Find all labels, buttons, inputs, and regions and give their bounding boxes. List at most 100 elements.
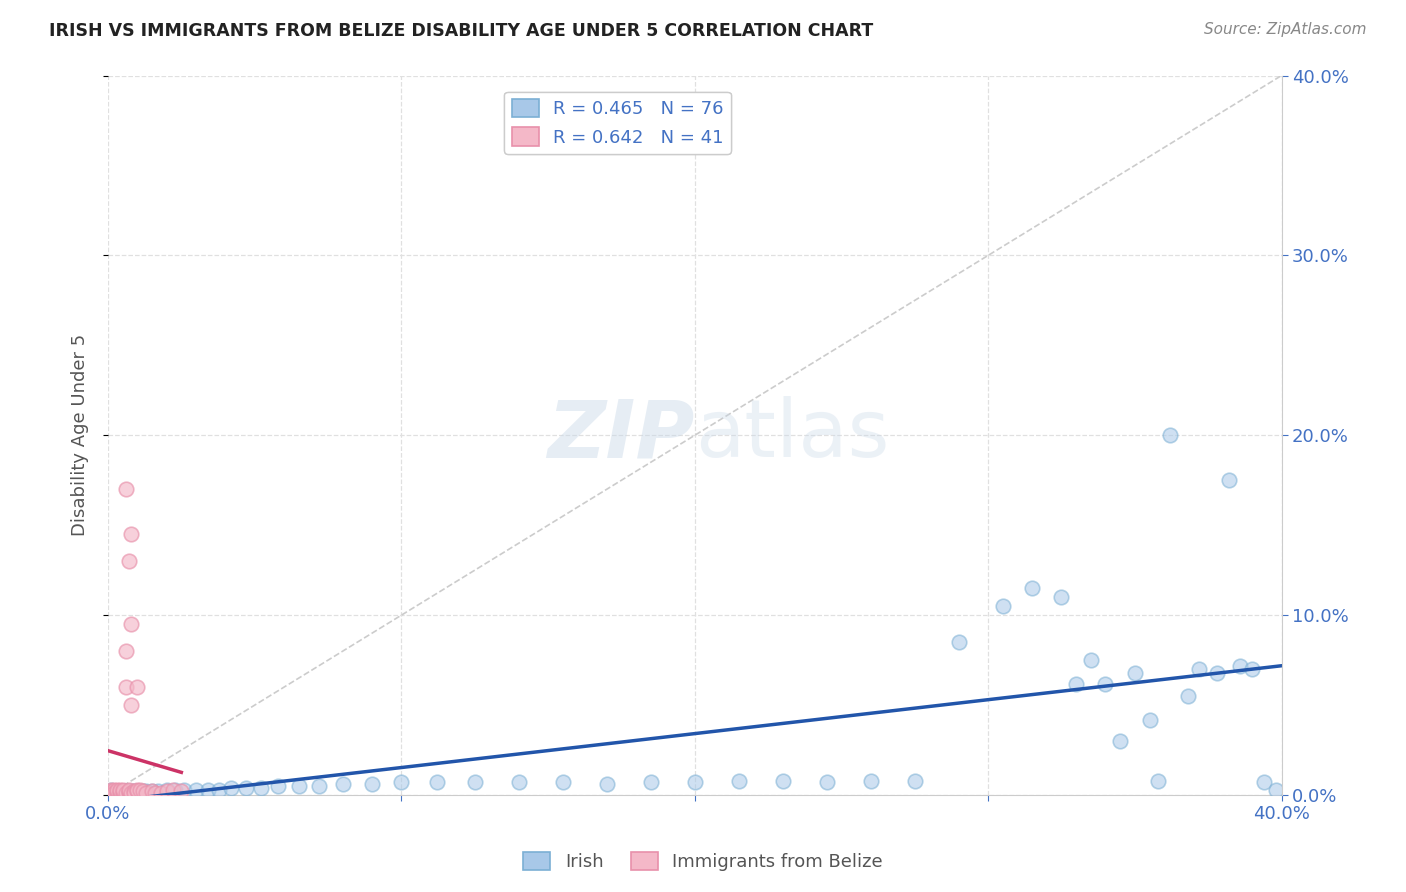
Point xyxy=(111,786,134,800)
Point xyxy=(127,784,149,798)
Point xyxy=(508,775,530,789)
Point xyxy=(235,780,257,795)
Point xyxy=(103,786,125,800)
Point xyxy=(114,482,136,496)
Y-axis label: Disability Age Under 5: Disability Age Under 5 xyxy=(72,334,89,536)
Point xyxy=(219,780,242,795)
Point xyxy=(1021,581,1043,595)
Point xyxy=(1206,665,1229,680)
Point xyxy=(332,777,354,791)
Point xyxy=(103,786,125,800)
Point xyxy=(1218,473,1240,487)
Text: IRISH VS IMMIGRANTS FROM BELIZE DISABILITY AGE UNDER 5 CORRELATION CHART: IRISH VS IMMIGRANTS FROM BELIZE DISABILI… xyxy=(49,22,873,40)
Point xyxy=(117,784,139,798)
Point xyxy=(111,782,134,797)
Point xyxy=(389,775,412,789)
Point xyxy=(103,786,125,800)
Point xyxy=(129,784,152,798)
Point xyxy=(114,680,136,694)
Point xyxy=(551,775,574,789)
Point xyxy=(1159,428,1181,442)
Point xyxy=(727,773,749,788)
Point xyxy=(308,779,330,793)
Point xyxy=(1177,689,1199,703)
Point xyxy=(111,784,134,798)
Point xyxy=(108,784,131,798)
Point xyxy=(111,786,134,800)
Point xyxy=(120,786,142,800)
Point xyxy=(120,698,142,712)
Point xyxy=(1253,775,1275,789)
Point xyxy=(859,773,882,788)
Point xyxy=(124,784,146,798)
Point xyxy=(117,786,139,800)
Point xyxy=(208,782,231,797)
Point xyxy=(124,786,146,800)
Point xyxy=(135,784,157,798)
Point xyxy=(1264,782,1286,797)
Point xyxy=(100,784,122,798)
Point xyxy=(1080,653,1102,667)
Point xyxy=(100,782,122,797)
Point xyxy=(184,782,207,797)
Point xyxy=(683,775,706,789)
Text: ZIP: ZIP xyxy=(547,396,695,475)
Point xyxy=(114,784,136,798)
Point xyxy=(132,784,155,798)
Point xyxy=(1139,713,1161,727)
Point xyxy=(100,786,122,800)
Point xyxy=(127,680,149,694)
Point xyxy=(105,784,128,798)
Point xyxy=(105,784,128,798)
Point xyxy=(127,784,149,798)
Point xyxy=(132,784,155,798)
Point xyxy=(105,786,128,800)
Point xyxy=(1094,676,1116,690)
Point xyxy=(165,782,187,797)
Point xyxy=(156,784,179,798)
Point xyxy=(464,775,486,789)
Point xyxy=(141,784,163,798)
Point xyxy=(117,784,139,798)
Point xyxy=(120,527,142,541)
Point xyxy=(135,786,157,800)
Point xyxy=(114,786,136,800)
Text: Source: ZipAtlas.com: Source: ZipAtlas.com xyxy=(1204,22,1367,37)
Point xyxy=(120,617,142,632)
Point xyxy=(124,784,146,798)
Point xyxy=(1064,676,1087,690)
Point xyxy=(146,784,169,798)
Point xyxy=(100,782,122,797)
Point xyxy=(173,782,195,797)
Point xyxy=(117,786,139,800)
Point xyxy=(149,786,172,800)
Point xyxy=(156,782,179,797)
Point xyxy=(1147,773,1170,788)
Legend: R = 0.465   N = 76, R = 0.642   N = 41: R = 0.465 N = 76, R = 0.642 N = 41 xyxy=(505,92,731,154)
Point xyxy=(948,635,970,649)
Point xyxy=(426,775,449,789)
Point xyxy=(103,784,125,798)
Point xyxy=(904,773,927,788)
Point xyxy=(1229,658,1251,673)
Point xyxy=(596,777,619,791)
Legend: Irish, Immigrants from Belize: Irish, Immigrants from Belize xyxy=(516,845,890,879)
Point xyxy=(103,782,125,797)
Point xyxy=(100,784,122,798)
Point xyxy=(1050,590,1073,604)
Point xyxy=(103,784,125,798)
Point xyxy=(114,786,136,800)
Point xyxy=(105,786,128,800)
Point xyxy=(991,599,1014,614)
Point xyxy=(361,777,384,791)
Point xyxy=(127,782,149,797)
Point xyxy=(117,554,139,568)
Point xyxy=(108,786,131,800)
Point xyxy=(108,782,131,797)
Point xyxy=(197,782,219,797)
Point xyxy=(114,644,136,658)
Point xyxy=(141,784,163,798)
Text: atlas: atlas xyxy=(695,396,889,475)
Point xyxy=(287,779,309,793)
Point xyxy=(108,786,131,800)
